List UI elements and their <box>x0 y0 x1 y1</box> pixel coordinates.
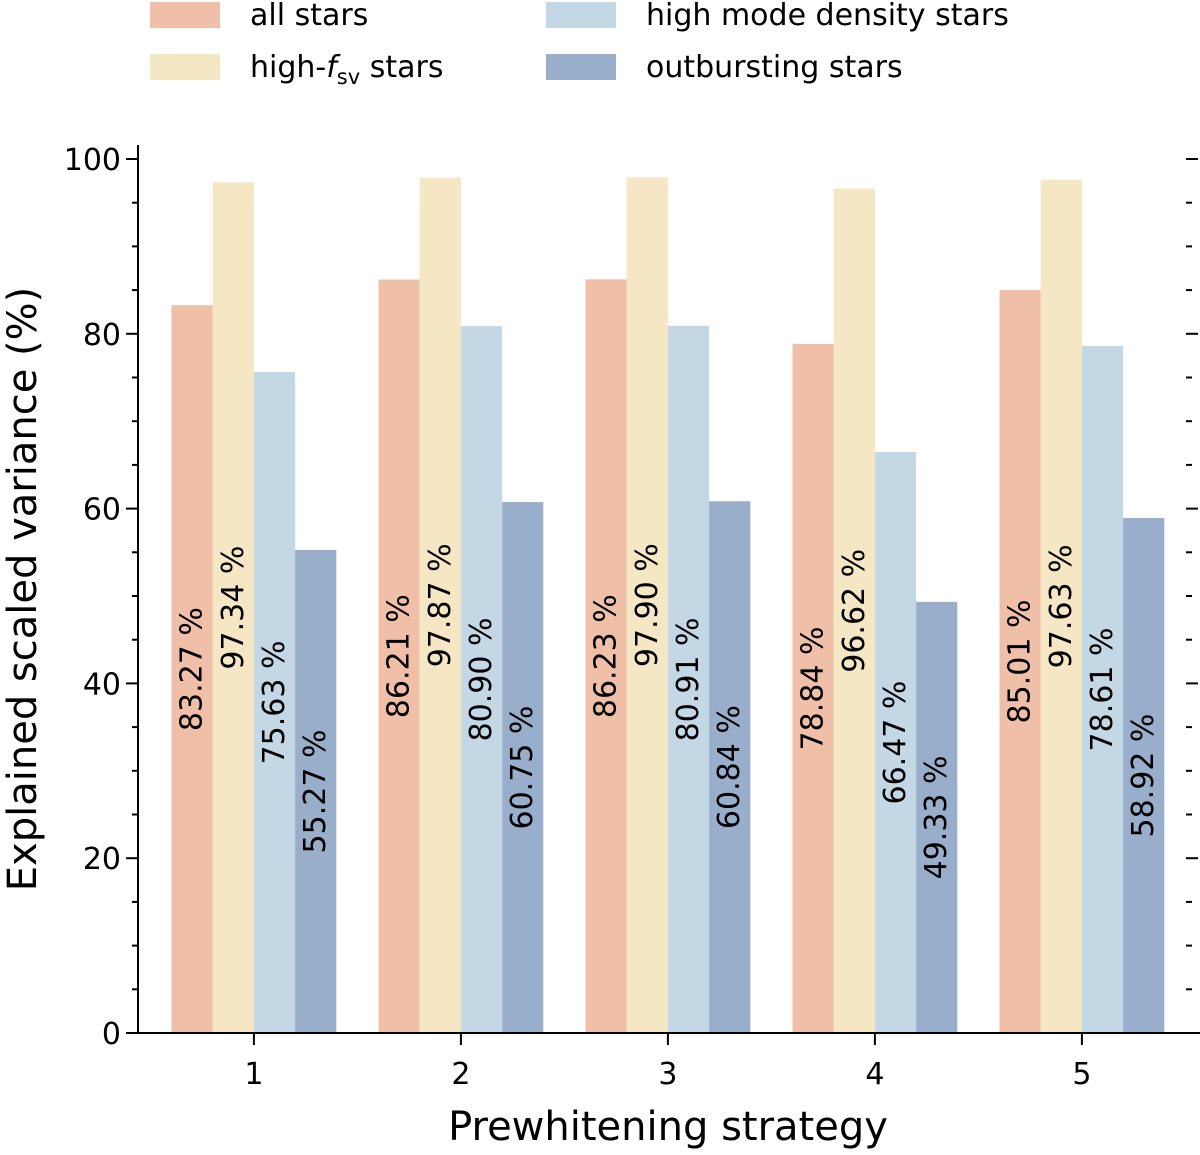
bar-value-label: 97.63 % <box>1044 544 1079 668</box>
bar-value-label: 60.84 % <box>712 705 747 829</box>
bar-value-label: 75.63 % <box>257 641 292 765</box>
x-axis-label: Prewhitening strategy <box>448 1104 888 1150</box>
bars-group <box>171 177 1165 1034</box>
legend-label-high-fsv-stars: high-fsv stars <box>250 50 443 89</box>
bar-strategy-4-series-4 <box>916 601 958 1033</box>
bar-value-label: 58.92 % <box>1126 714 1161 838</box>
bar-strategy-3-series-4 <box>709 501 751 1033</box>
bar-strategy-4-series-3 <box>874 452 917 1033</box>
y-tick-label: 100 <box>64 143 121 178</box>
bar-strategy-5-series-2 <box>1040 179 1082 1033</box>
x-tick-label: 4 <box>865 1057 884 1092</box>
x-axis-ticks: 1 2 3 4 5 <box>244 1033 1091 1092</box>
legend-swatch-high-mode-density-stars <box>546 2 616 28</box>
legend: all stars high-fsv stars high mode densi… <box>150 0 1009 89</box>
bar-value-label: 78.61 % <box>1085 628 1120 752</box>
bar-strategy-1-series-3 <box>253 371 296 1034</box>
y-tick-label: 80 <box>83 318 121 353</box>
bar-value-label: 96.62 % <box>837 549 872 673</box>
bar-strategy-1-series-4 <box>295 549 337 1033</box>
bar-value-label: 97.90 % <box>630 543 665 667</box>
bar-value-label: 49.33 % <box>919 755 954 879</box>
bar-value-label: 86.21 % <box>382 594 417 718</box>
bar-value-label: 80.90 % <box>464 617 499 741</box>
bar-strategy-2-series-2 <box>419 177 461 1033</box>
bar-strategy-2-series-1 <box>378 279 420 1033</box>
bar-strategy-1-series-1 <box>171 305 213 1033</box>
bar-value-label: 78.84 % <box>796 627 831 751</box>
y-tick-label: 60 <box>83 493 121 528</box>
bar-value-label: 80.91 % <box>671 617 706 741</box>
bar-value-label: 86.23 % <box>589 594 624 718</box>
legend-swatch-high-fsv-stars <box>150 54 220 80</box>
bar-value-label: 97.34 % <box>216 546 251 670</box>
bar-strategy-3-series-2 <box>626 177 668 1033</box>
legend-label-high-mode-density-stars: high mode density stars <box>646 0 1009 33</box>
y-tick-label: 0 <box>102 1017 121 1052</box>
bar-strategy-3-series-3 <box>667 325 710 1034</box>
bar-value-label: 97.87 % <box>423 543 458 667</box>
y-axis-ticks: 0 20 40 60 80 100 <box>64 143 1198 1052</box>
bar-strategy-2-series-4 <box>502 502 544 1033</box>
bar-strategy-5-series-3 <box>1081 345 1124 1033</box>
bar-strategy-1-series-2 <box>212 182 254 1033</box>
y-tick-label: 20 <box>83 842 121 877</box>
y-axis-label: Explained scaled variance (%) <box>0 287 46 891</box>
x-tick-label: 1 <box>244 1057 263 1092</box>
legend-swatch-outbursting-stars <box>546 54 616 80</box>
bar-strategy-5-series-4 <box>1123 518 1165 1033</box>
legend-swatch-all-stars <box>150 2 220 28</box>
x-tick-label: 2 <box>451 1057 470 1092</box>
legend-label-outbursting-stars: outbursting stars <box>646 50 903 85</box>
bar-strategy-4-series-2 <box>833 188 875 1033</box>
y-tick-label: 40 <box>83 667 121 702</box>
bar-strategy-5-series-1 <box>999 290 1041 1034</box>
legend-label-all-stars: all stars <box>250 0 368 33</box>
x-tick-label: 3 <box>658 1057 677 1092</box>
bar-labels-group: 83.27 % 97.34 %75.63 %55.27 % 86.21 % 97.87… <box>175 543 1162 879</box>
x-tick-label: 5 <box>1072 1057 1091 1092</box>
bar-value-label: 55.27 % <box>298 730 333 854</box>
bar-value-label: 60.75 % <box>505 706 540 830</box>
bar-strategy-2-series-3 <box>460 325 503 1034</box>
bar-value-label: 83.27 % <box>175 607 210 731</box>
bar-value-label: 66.47 % <box>878 681 913 805</box>
bar-strategy-3-series-1 <box>585 279 627 1033</box>
bar-value-label: 85.01 % <box>1003 600 1038 724</box>
bar-strategy-4-series-1 <box>792 343 834 1034</box>
